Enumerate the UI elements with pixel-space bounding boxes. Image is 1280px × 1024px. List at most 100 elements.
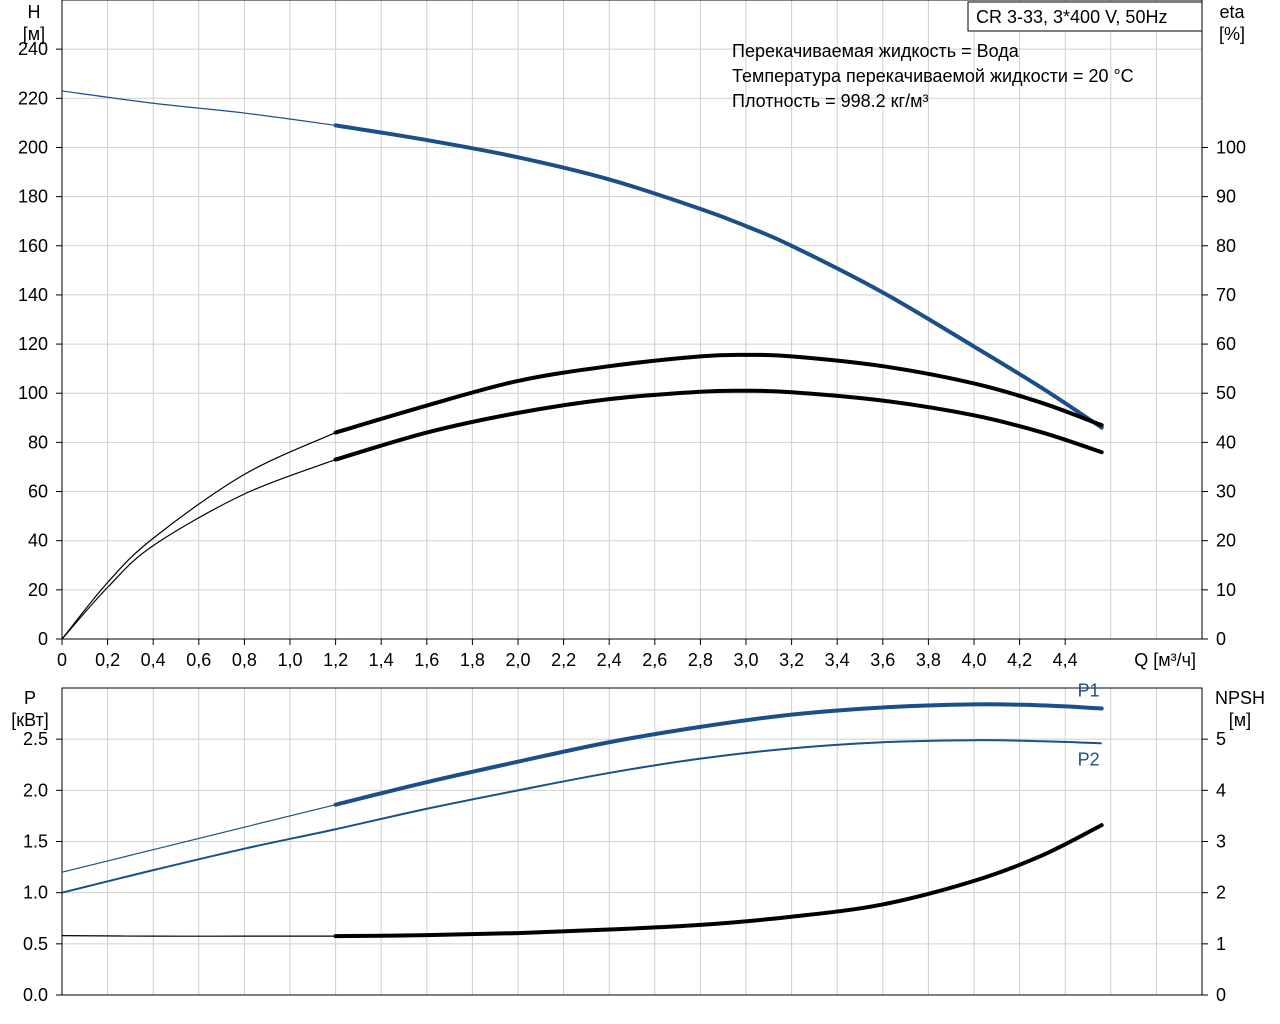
top-y-right-ticks: 0 10 20 30 40 50 60 70 80 90 100 bbox=[1202, 137, 1246, 649]
series-label-p1: P1 bbox=[1078, 680, 1100, 700]
y-right-tick-label: 70 bbox=[1216, 285, 1236, 305]
title-box-text: CR 3-33, 3*400 V, 50Hz bbox=[976, 7, 1167, 27]
bottom-y-right-ticks: 0 1 2 3 4 5 bbox=[1202, 729, 1226, 1005]
y-right-tick-label: 2 bbox=[1216, 883, 1226, 903]
top-x-ticks: 0 0,2 0,4 0,6 0,8 1,0 1,2 1,4 1,6 1,8 2,0 2,2 2,4 2,6… bbox=[57, 639, 1078, 670]
series-line-thin-1-1 bbox=[61, 739, 1102, 894]
y-left-tick-label: 100 bbox=[18, 383, 48, 403]
y-right-tick-label: 0 bbox=[1216, 629, 1226, 649]
x-tick-label: 0,4 bbox=[141, 650, 166, 670]
x-tick-label: 1,2 bbox=[323, 650, 348, 670]
y-right-tick-label: 30 bbox=[1216, 482, 1236, 502]
y-left-tick-label: 2.5 bbox=[23, 729, 48, 749]
y-right-tick-label: 80 bbox=[1216, 236, 1236, 256]
top-grid bbox=[62, 0, 1202, 639]
bottom-y-right-label-symbol: NPSH bbox=[1215, 688, 1265, 708]
y-left-tick-label: 0.0 bbox=[23, 985, 48, 1005]
x-tick-label: 4,4 bbox=[1053, 650, 1078, 670]
y-right-tick-label: 10 bbox=[1216, 580, 1236, 600]
info-line-temperature: Температура перекачиваемой жидкости = 20… bbox=[732, 66, 1134, 86]
x-tick-label: 1,8 bbox=[460, 650, 485, 670]
y-left-tick-label: 40 bbox=[28, 531, 48, 551]
top-y-right-label-symbol: eta bbox=[1219, 2, 1245, 22]
top-y-left-label-unit: [м] bbox=[23, 24, 45, 44]
series-line-thin-0-2 bbox=[61, 459, 336, 640]
bottom-series-labels: P1 P2 bbox=[1078, 680, 1100, 769]
x-tick-label: 3,8 bbox=[916, 650, 941, 670]
bottom-series bbox=[61, 702, 1104, 939]
y-left-tick-label: 0 bbox=[38, 629, 48, 649]
y-left-tick-label: 220 bbox=[18, 88, 48, 108]
y-left-tick-label: 20 bbox=[28, 580, 48, 600]
top-y-left-ticks: 0 20 40 60 80 100 120 140 160 180 200 220 240 bbox=[18, 39, 62, 649]
x-tick-label: 3,2 bbox=[779, 650, 804, 670]
top-plot-frame bbox=[61, 0, 1203, 640]
x-tick-label: 1,0 bbox=[277, 650, 302, 670]
y-right-tick-label: 40 bbox=[1216, 432, 1236, 452]
series-line-thin-1-2 bbox=[61, 935, 336, 937]
series-line-thin-0-1 bbox=[61, 432, 336, 640]
y-right-tick-label: 3 bbox=[1216, 832, 1226, 852]
y-right-tick-label: 20 bbox=[1216, 531, 1236, 551]
x-tick-label: 0,6 bbox=[186, 650, 211, 670]
y-right-tick-label: 5 bbox=[1216, 729, 1226, 749]
y-left-tick-label: 0.5 bbox=[23, 934, 48, 954]
y-right-tick-label: 50 bbox=[1216, 383, 1236, 403]
x-tick-label: 2,2 bbox=[551, 650, 576, 670]
y-right-tick-label: 1 bbox=[1216, 934, 1226, 954]
x-tick-label: 2,8 bbox=[688, 650, 713, 670]
y-right-tick-label: 4 bbox=[1216, 780, 1226, 800]
y-left-tick-label: 120 bbox=[18, 334, 48, 354]
y-right-tick-label: 0 bbox=[1216, 985, 1226, 1005]
series-line-bold-1-0 bbox=[333, 702, 1104, 807]
top-y-right-label-unit: [%] bbox=[1219, 24, 1245, 44]
info-line-density: Плотность = 998.2 кг/м³ bbox=[732, 91, 928, 111]
top-y-left-label-symbol: H bbox=[28, 2, 41, 22]
series-line-bold-0-0 bbox=[333, 123, 1104, 430]
x-tick-label: 0,8 bbox=[232, 650, 257, 670]
y-left-tick-label: 240 bbox=[18, 39, 48, 59]
y-left-tick-label: 1.0 bbox=[23, 883, 48, 903]
y-right-tick-label: 60 bbox=[1216, 334, 1236, 354]
bottom-chart: 0.0 0.5 1.0 1.5 2.0 2.5 0 1 2 3 4 5 P [кВт] NPSH [… bbox=[11, 680, 1265, 1005]
x-tick-label: 3,6 bbox=[870, 650, 895, 670]
y-left-tick-label: 1.5 bbox=[23, 832, 48, 852]
info-line-fluid: Перекачиваемая жидкость = Вода bbox=[732, 41, 1020, 61]
top-chart: 0 20 40 60 80 100 120 140 160 180 200 220 240 0 10 20 3… bbox=[18, 0, 1246, 670]
x-tick-label: 1,4 bbox=[369, 650, 394, 670]
x-tick-label: 2,6 bbox=[642, 650, 667, 670]
x-tick-label: 4,2 bbox=[1007, 650, 1032, 670]
x-tick-label: 3,4 bbox=[825, 650, 850, 670]
bottom-y-left-label-symbol: P bbox=[24, 688, 36, 708]
top-series bbox=[61, 90, 1104, 640]
y-left-tick-label: 60 bbox=[28, 482, 48, 502]
y-left-tick-label: 180 bbox=[18, 187, 48, 207]
x-axis-label: Q [м³/ч] bbox=[1134, 650, 1196, 670]
series-line-bold-1-2 bbox=[333, 823, 1104, 939]
x-tick-label: 4,0 bbox=[961, 650, 986, 670]
title-box bbox=[967, 1, 1203, 32]
y-right-tick-label: 90 bbox=[1216, 187, 1236, 207]
x-tick-label: 2,0 bbox=[505, 650, 530, 670]
y-left-tick-label: 80 bbox=[28, 432, 48, 452]
series-line-thin-1-0 bbox=[61, 804, 336, 873]
x-tick-label: 0,2 bbox=[95, 650, 120, 670]
series-line-bold-0-2 bbox=[333, 388, 1104, 462]
bottom-y-left-label-unit: [кВт] bbox=[11, 710, 49, 730]
y-left-tick-label: 200 bbox=[18, 137, 48, 157]
y-right-tick-label: 100 bbox=[1216, 137, 1246, 157]
x-tick-label: 0 bbox=[57, 650, 67, 670]
y-left-tick-label: 160 bbox=[18, 236, 48, 256]
bottom-y-left-ticks: 0.0 0.5 1.0 1.5 2.0 2.5 bbox=[23, 729, 62, 1005]
bottom-grid bbox=[62, 688, 1202, 995]
y-left-tick-label: 140 bbox=[18, 285, 48, 305]
x-tick-label: 3,0 bbox=[733, 650, 758, 670]
y-left-tick-label: 2.0 bbox=[23, 780, 48, 800]
series-label-p2: P2 bbox=[1078, 749, 1100, 769]
series-line-bold-0-1 bbox=[333, 352, 1104, 435]
series-line-thin-0-0 bbox=[61, 90, 336, 126]
x-tick-label: 2,4 bbox=[597, 650, 622, 670]
x-tick-label: 1,6 bbox=[414, 650, 439, 670]
bottom-y-right-label-unit: [м] bbox=[1229, 710, 1251, 730]
